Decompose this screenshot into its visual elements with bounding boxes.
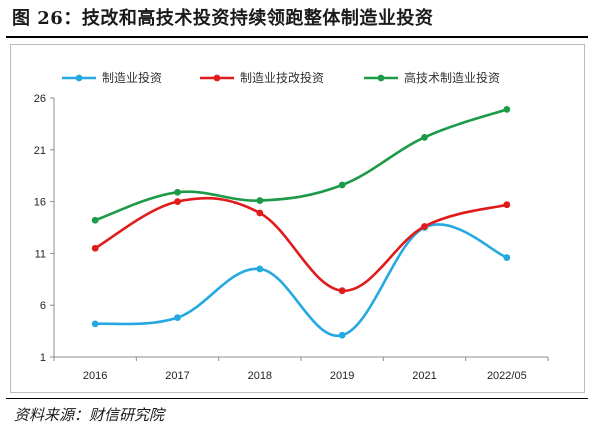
y-tick-label: 21 [34, 145, 46, 157]
legend-marker [75, 74, 83, 82]
x-tick-label: 2017 [165, 370, 189, 382]
y-tick-label: 16 [34, 197, 46, 209]
x-tick-label: 2021 [412, 370, 436, 382]
series-line-2 [94, 196, 508, 292]
y-tick-label: 26 [34, 93, 46, 105]
data-point [421, 133, 428, 141]
data-point [91, 216, 99, 224]
legend-marker [213, 74, 221, 82]
legend-label: 制造业技改投资 [240, 70, 324, 85]
data-point [174, 314, 181, 322]
chart-series-group [91, 105, 511, 339]
legend-label: 制造业投资 [102, 70, 162, 85]
x-tick-label: 2022/05 [487, 370, 527, 382]
data-point [421, 223, 428, 230]
data-point [91, 244, 99, 252]
series-line-1 [95, 223, 508, 337]
source-note: 资料来源：财信研究院 [14, 406, 165, 424]
data-point [256, 197, 264, 204]
legend-marker [377, 74, 385, 82]
data-point [338, 181, 346, 189]
chart-frame [10, 44, 585, 393]
data-point [503, 201, 511, 209]
legend-label: 高技术制造业投资 [404, 70, 500, 85]
data-point [338, 287, 346, 295]
x-tick-label: 2019 [330, 370, 354, 382]
y-tick-label: 11 [35, 248, 46, 260]
y-tick-label: 1 [40, 352, 46, 364]
series-line-3 [94, 108, 508, 222]
data-point [338, 331, 346, 339]
x-tick-label: 2016 [83, 370, 107, 382]
y-tick-label: 6 [40, 300, 46, 312]
chart-legend: 制造业投资 制造业技改投资 高技术制造业投资 [62, 70, 500, 85]
source-rule [6, 398, 588, 399]
figure-title: 图 26：技改和高技术投资持续领跑整体制造业投资 [12, 8, 434, 29]
x-tick-label: 2018 [248, 370, 272, 382]
data-point [174, 198, 181, 206]
data-point [503, 254, 511, 261]
data-point [256, 209, 264, 217]
title-rule [6, 36, 588, 38]
data-point [91, 320, 99, 328]
data-point [174, 188, 181, 196]
data-point [256, 265, 264, 273]
data-point [503, 105, 511, 113]
